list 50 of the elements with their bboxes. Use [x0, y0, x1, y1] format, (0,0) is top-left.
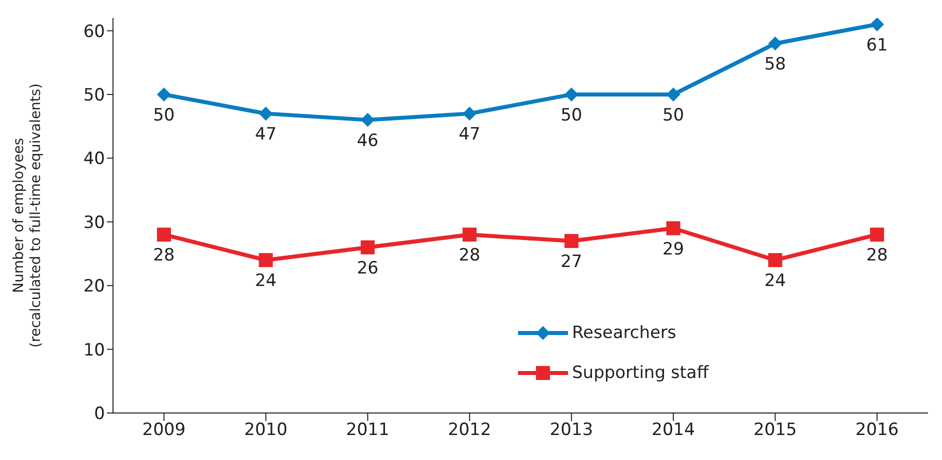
- point: [666, 221, 680, 236]
- x-tick-label: 2016: [855, 420, 899, 440]
- data-label: 24: [254, 271, 277, 292]
- data-label: 28: [153, 246, 175, 266]
- data-label: 46: [356, 131, 379, 152]
- point: [768, 36, 782, 50]
- x-tick-label: 2012: [448, 420, 492, 440]
- point: [564, 234, 578, 248]
- data-label: 47: [458, 124, 480, 145]
- legend-label: Supporting staff: [572, 363, 709, 383]
- point: [258, 253, 273, 268]
- point: [666, 87, 680, 102]
- point: [870, 18, 884, 32]
- y-tick-label: 0: [94, 404, 105, 424]
- y-tick-label: 10: [83, 340, 105, 360]
- data-label: 61: [866, 35, 888, 56]
- data-label: 27: [560, 252, 582, 272]
- legend-label: Researchers: [572, 323, 676, 343]
- point: [156, 228, 171, 242]
- data-label: 28: [866, 246, 888, 266]
- y-axis-title: Number of employees (recalculated to full-time equivalents): [11, 83, 44, 348]
- point: [870, 228, 884, 242]
- data-label: 50: [560, 106, 582, 126]
- x-tick-label: 2010: [244, 420, 288, 440]
- y-tick-label: 30: [83, 212, 105, 233]
- data-label: 28: [458, 246, 480, 266]
- data-label: 24: [764, 271, 786, 292]
- y-tick-label: 20: [83, 276, 105, 297]
- y-tick-label: 40: [83, 149, 105, 170]
- x-tick-label: 2015: [754, 420, 797, 440]
- data-label: 50: [153, 106, 175, 126]
- point: [462, 106, 477, 121]
- y-tick-label: 50: [83, 85, 105, 106]
- data-label: 47: [254, 124, 277, 145]
- data-label: 29: [662, 239, 684, 260]
- x-tick-label: 2013: [550, 420, 594, 440]
- data-label: 26: [356, 258, 379, 278]
- x-tick-label: 2009: [142, 420, 186, 440]
- data-label: 50: [662, 106, 684, 126]
- y-tick-label: 60: [83, 22, 105, 42]
- point: [156, 87, 171, 102]
- x-tick-label: 2011: [346, 420, 390, 440]
- point: [462, 228, 477, 242]
- point: [564, 87, 578, 102]
- point: [360, 112, 375, 127]
- point: [360, 240, 375, 254]
- point: [768, 253, 782, 268]
- data-label: 58: [764, 54, 786, 75]
- point: [258, 106, 273, 121]
- x-tick-label: 2014: [652, 420, 695, 440]
